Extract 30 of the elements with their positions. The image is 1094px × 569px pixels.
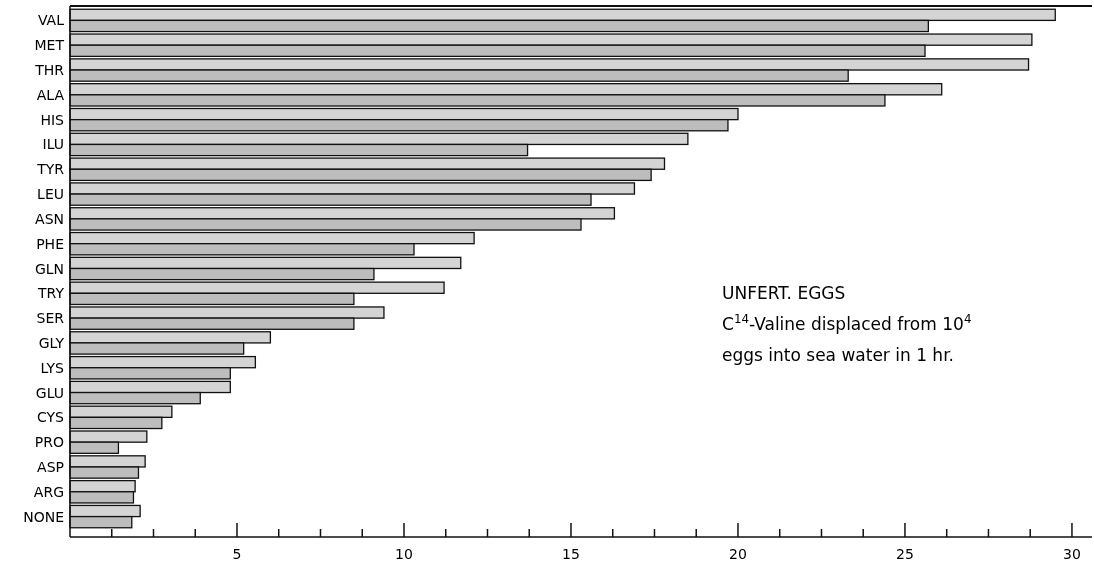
y-tick-label: ILU bbox=[42, 136, 64, 153]
annotation: C$^{14}$-Valine displaced from 10$^{4}$ bbox=[722, 312, 972, 334]
y-tick-label: PHE bbox=[36, 235, 64, 252]
y-tick-label: ASP bbox=[37, 458, 64, 475]
y-tick-label: SER bbox=[36, 310, 65, 327]
y-tick-label: MET bbox=[34, 37, 65, 54]
x-tick-label: 5 bbox=[232, 546, 242, 562]
annotation: eggs into sea water in 1 hr. bbox=[722, 345, 954, 365]
y-tick-label: CYS bbox=[37, 409, 65, 426]
y-tick-label: ARG bbox=[33, 483, 64, 500]
y-tick-label: GLU bbox=[35, 384, 64, 401]
y-tick-label: PRO bbox=[34, 434, 64, 451]
y-tick-label: ALA bbox=[36, 86, 65, 103]
x-tick-label: 15 bbox=[562, 546, 580, 562]
y-tick-label: LYS bbox=[40, 359, 65, 376]
x-tick-label: 20 bbox=[729, 546, 747, 562]
y-tick-label: THR bbox=[34, 62, 65, 79]
y-tick-label: TRY bbox=[37, 285, 65, 302]
x-tick-label: 30 bbox=[1063, 546, 1081, 562]
y-tick-label: GLY bbox=[38, 334, 65, 351]
y-tick-label: LEU bbox=[37, 186, 64, 203]
y-tick-label: HIS bbox=[40, 111, 65, 128]
y-tick-label: ASN bbox=[35, 210, 64, 227]
x-tick-label: 10 bbox=[395, 546, 413, 562]
y-tick-label: NONE bbox=[23, 508, 64, 525]
y-tick-label: GLN bbox=[34, 260, 64, 277]
y-tick-label: TYR bbox=[36, 161, 65, 178]
annotation: UNFERT. EGGS bbox=[722, 283, 846, 303]
y-tick-label: VAL bbox=[37, 12, 65, 29]
x-tick-label: 25 bbox=[896, 546, 914, 562]
